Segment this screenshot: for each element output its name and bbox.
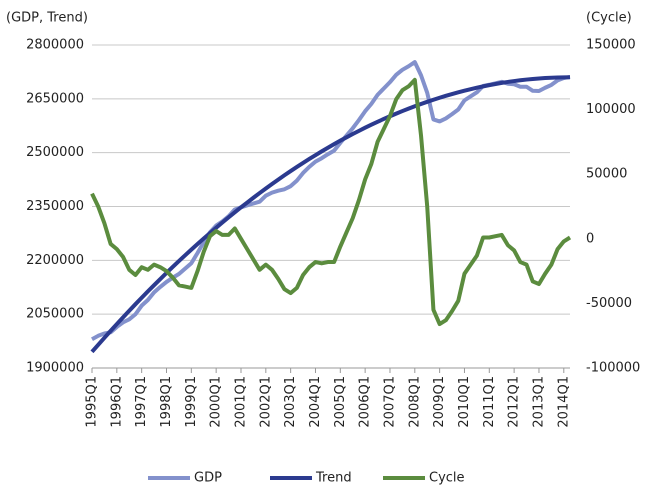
y2-tick-label: -100000 [586, 361, 640, 376]
series-line [90, 75, 571, 354]
x-tick-label: 2011Q1 [482, 376, 497, 428]
x-tick-label: 2002Q1 [258, 376, 273, 428]
x-tick-label: 2006Q1 [358, 376, 373, 428]
y2-tick-label: 50000 [586, 167, 627, 182]
x-tick-label: 1998Q1 [159, 376, 174, 428]
x-tick-label: 1995Q1 [85, 376, 100, 428]
legend-label: Trend [315, 471, 352, 486]
series-line [90, 77, 572, 327]
x-tick-label: 2010Q1 [457, 376, 472, 428]
legend-label: GDP [194, 471, 222, 486]
y-tick-label: 2650000 [26, 91, 84, 106]
x-tick-label: 2001Q1 [233, 376, 248, 428]
x-tick-label: 2009Q1 [432, 376, 447, 428]
y2-tick-label: 150000 [586, 38, 636, 53]
x-tick-label: 1997Q1 [134, 376, 149, 428]
y-tick-label: 2200000 [26, 253, 84, 268]
y-axis-title: (GDP, Trend) [6, 11, 88, 26]
y2-tick-label: -50000 [586, 296, 632, 311]
y-tick-label: 2350000 [26, 199, 84, 214]
x-tick-label: 2012Q1 [507, 376, 522, 428]
y2-axis-title: (Cycle) [586, 11, 632, 26]
series-line [91, 60, 571, 342]
x-tick-label: 2005Q1 [333, 376, 348, 428]
y2-tick-label: 0 [586, 231, 594, 246]
x-tick-label: 2008Q1 [407, 376, 422, 428]
x-tick-label: 1996Q1 [109, 376, 124, 428]
x-tick-label: 1999Q1 [184, 376, 199, 428]
legend-label: Cycle [429, 471, 465, 486]
x-tick-label: 2013Q1 [531, 376, 546, 428]
y2-tick-label: 100000 [586, 102, 636, 117]
y-tick-label: 2500000 [26, 145, 84, 160]
x-tick-label: 2007Q1 [382, 376, 397, 428]
y-tick-label: 2050000 [26, 307, 84, 322]
x-tick-label: 2014Q1 [556, 376, 571, 428]
x-tick-label: 2000Q1 [209, 376, 224, 428]
y-tick-label: 1900000 [26, 361, 84, 376]
x-tick-label: 2004Q1 [308, 376, 323, 428]
y-tick-label: 2800000 [26, 38, 84, 53]
x-tick-label: 2003Q1 [283, 376, 298, 428]
